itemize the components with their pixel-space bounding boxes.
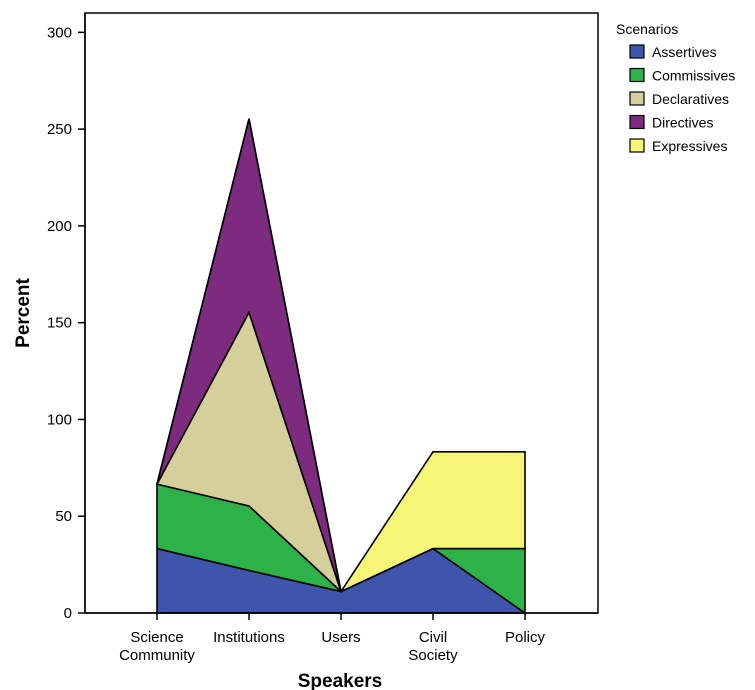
y-axis-title: Percent xyxy=(13,277,34,347)
x-tick-label: Civil Society xyxy=(408,629,458,664)
legend-swatch-assertives xyxy=(629,44,645,59)
legend-swatch-directives xyxy=(629,114,645,130)
legend-label-directives: Directives xyxy=(652,115,713,131)
x-tick-label: Policy xyxy=(505,629,546,646)
y-tick-label: 200 xyxy=(47,218,72,235)
x-axis-ticks: Science Community Institutions Users Civil So… xyxy=(119,613,546,664)
y-tick-label: 0 xyxy=(64,605,72,622)
legend-label-expressives: Expressives xyxy=(652,138,727,154)
legend-swatch-commissives xyxy=(629,67,645,83)
x-axis-title: Speakers xyxy=(298,671,383,690)
y-tick-label: 300 xyxy=(47,24,72,41)
x-tick-label: Institutions xyxy=(213,629,285,646)
legend-title: Scenarios xyxy=(616,21,678,37)
legend-label-commissives: Commissives xyxy=(652,68,735,84)
legend-swatch-declaratives xyxy=(629,91,645,106)
y-tick-label: 150 xyxy=(47,315,72,332)
legend-swatch-expressives xyxy=(629,138,645,153)
legend-label-assertives: Assertives xyxy=(652,44,717,60)
y-axis-ticks: 0 50 100 150 200 250 300 xyxy=(47,24,85,622)
area-layer xyxy=(155,118,528,615)
x-tick-label: Users xyxy=(321,629,360,646)
y-tick-label: 50 xyxy=(55,508,72,525)
y-tick-label: 250 xyxy=(47,121,72,138)
area-expressives xyxy=(156,118,526,594)
legend-label-declaratives: Declaratives xyxy=(652,91,729,107)
y-tick-label: 100 xyxy=(47,411,72,428)
legend: Scenarios Assertives Commissives Declarati… xyxy=(616,21,735,154)
x-tick-label: Science Community xyxy=(119,629,195,664)
